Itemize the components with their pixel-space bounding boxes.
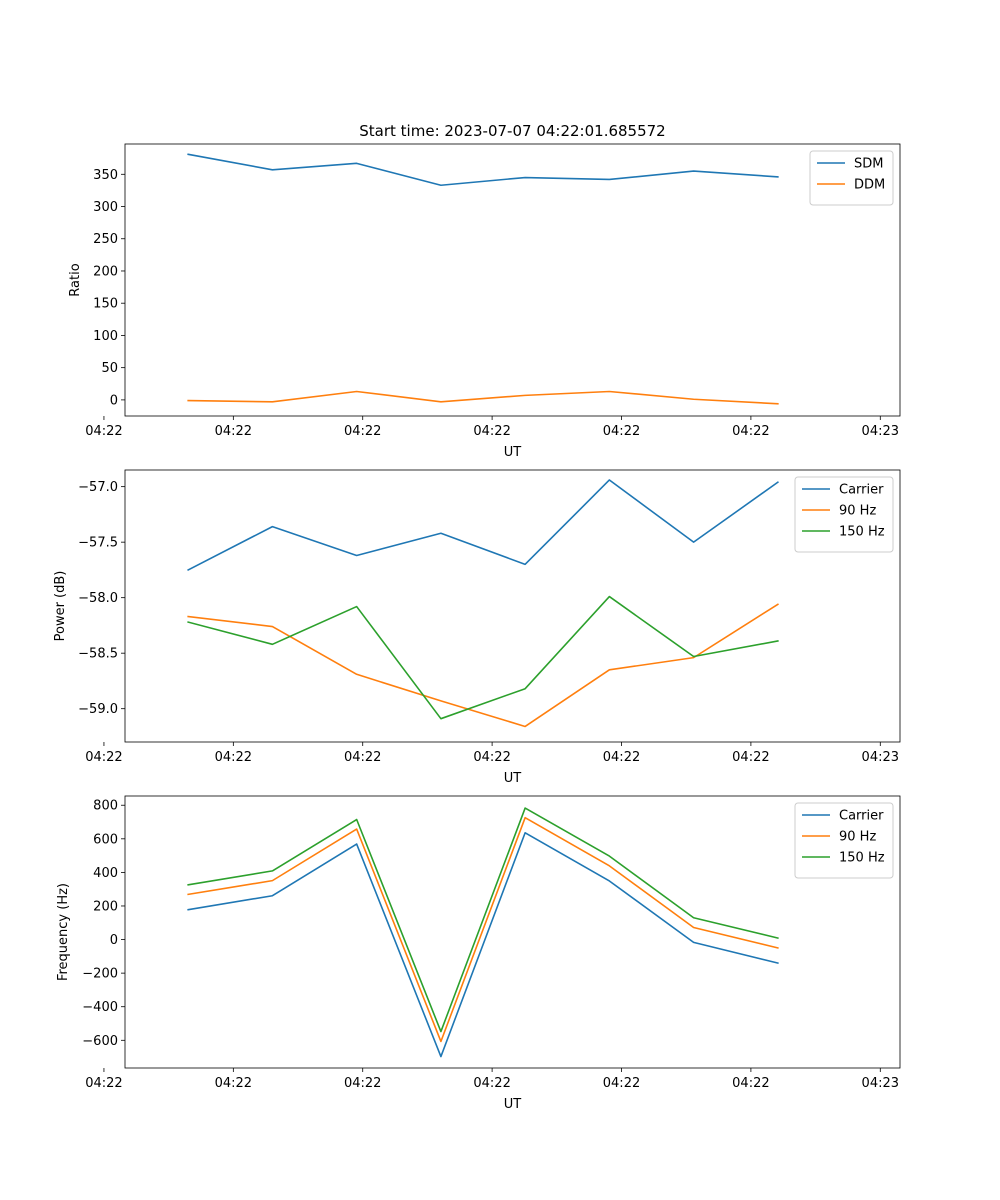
legend-entry-label: 150 Hz [839,851,885,866]
x-tick-label: 04:22 [215,1076,252,1091]
x-axis-label: UT [504,1097,522,1112]
y-tick-label: −59.0 [78,702,118,717]
legend-entry-label: 90 Hz [839,504,876,519]
y-tick-label: −58.5 [78,647,118,662]
x-tick-label: 04:22 [85,424,122,439]
x-tick-label: 04:22 [603,424,640,439]
x-tick-label: 04:22 [732,1076,769,1091]
y-tick-label: 600 [93,832,118,847]
figure-title: Start time: 2023-07-07 04:22:01.685572 [359,122,665,140]
x-tick-label: 04:22 [344,750,381,765]
legend-entry-label: Carrier [839,809,884,824]
x-tick-label: 04:22 [85,1076,122,1091]
legend-entry-label: Carrier [839,483,884,498]
series-line-carrier [187,479,779,571]
x-tick-label: 04:22 [473,424,510,439]
y-tick-label: −57.0 [78,480,118,495]
series-line-150-hz [187,807,779,1033]
y-tick-label: 150 [93,297,118,312]
y-tick-label: 800 [93,799,118,814]
axes-frame [124,469,901,743]
series-line-150-hz [187,595,779,720]
legend: SDM DDM [809,150,894,206]
x-tick-label: 04:22 [473,1076,510,1091]
y-tick-label: 200 [93,899,118,914]
series-line-90-hz [187,816,779,1043]
series-line-sdm [187,153,779,187]
legend-entry-label: SDM [854,157,883,172]
legend-box [794,802,894,879]
y-tick-label: −57.5 [78,536,118,551]
series-line-carrier [187,831,779,1058]
legend-box [809,150,894,206]
x-tick-label: 04:22 [215,750,252,765]
legend-entry-label: 150 Hz [839,525,885,540]
legend-box [794,476,894,553]
x-tick-label: 04:23 [862,424,899,439]
y-tick-label: 0 [110,933,118,948]
series-line-ddm [187,390,779,405]
chart-panel-2: 04:22 04:22 04:22 04:22 04:22 04:22 04:23 −59.0… [53,469,901,786]
legend-entry-label: 90 Hz [839,830,876,845]
x-tick-label: 04:22 [85,750,122,765]
y-tick-label: −600 [82,1034,118,1049]
y-tick-label: 250 [93,232,118,247]
x-axis-label: UT [504,445,522,460]
y-tick-label: −58.0 [78,591,118,606]
chart-panel-1: 04:22 04:22 04:22 04:22 04:22 04:22 04:23 0 50 10… [68,143,901,460]
x-tick-label: 04:23 [862,750,899,765]
x-tick-label: 04:22 [732,424,769,439]
series-line-90-hz [187,603,779,728]
legend-entry-label: DDM [854,178,885,193]
chart-panel-3: 04:22 04:22 04:22 04:22 04:22 04:22 04:23 −600 −… [56,795,901,1112]
legend: Carrier 90 Hz 150 Hz [794,802,894,879]
axes-frame [124,795,901,1069]
y-tick-label: −400 [82,1000,118,1015]
y-tick-label: 200 [93,264,118,279]
x-tick-label: 04:22 [732,750,769,765]
y-tick-label: 300 [93,200,118,215]
x-tick-label: 04:22 [344,424,381,439]
y-tick-label: 100 [93,329,118,344]
x-tick-label: 04:22 [215,424,252,439]
x-tick-label: 04:22 [603,750,640,765]
y-tick-label: 50 [101,361,118,376]
x-tick-label: 04:22 [603,1076,640,1091]
y-tick-label: 400 [93,866,118,881]
y-axis-label: Power (dB) [53,571,68,642]
y-tick-label: 350 [93,168,118,183]
x-tick-label: 04:22 [473,750,510,765]
y-axis-label: Ratio [68,263,83,296]
x-tick-label: 04:22 [344,1076,381,1091]
x-tick-label: 04:23 [862,1076,899,1091]
y-axis-label: Frequency (Hz) [56,883,71,981]
y-tick-label: 0 [110,393,118,408]
axes-frame [124,143,901,417]
y-tick-label: −200 [82,967,118,982]
x-axis-label: UT [504,771,522,786]
legend: Carrier 90 Hz 150 Hz [794,476,894,553]
panels: 04:22 04:22 04:22 04:22 04:22 04:22 04:23 0 50 10… [53,143,901,1112]
